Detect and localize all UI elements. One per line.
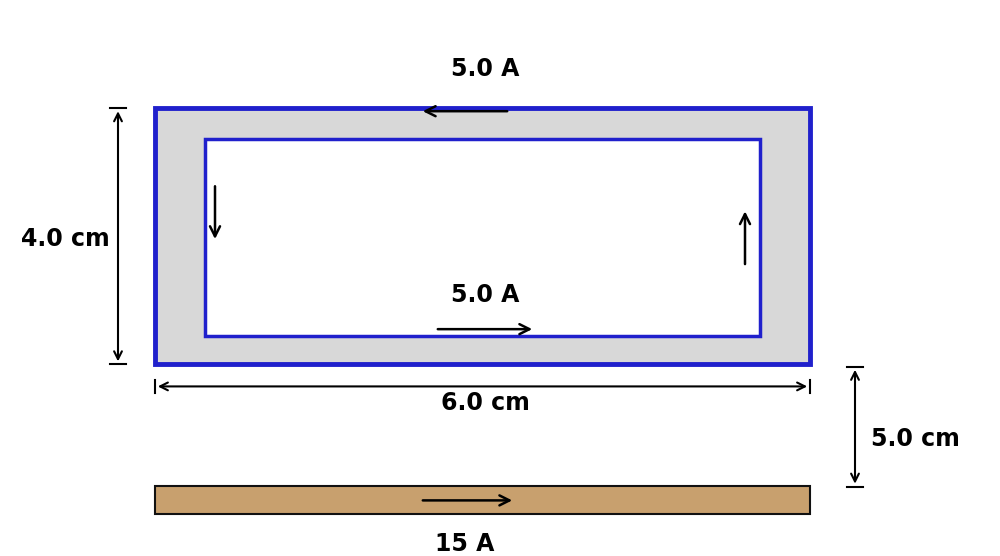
Bar (155, 486, 810, 514)
Bar (155, 108, 810, 364)
Text: 15 A: 15 A (435, 532, 495, 556)
Text: 4.0 cm: 4.0 cm (21, 227, 109, 251)
Text: 5.0 A: 5.0 A (451, 282, 519, 307)
Text: 6.0 cm: 6.0 cm (441, 391, 529, 415)
Text: 5.0 A: 5.0 A (451, 57, 519, 82)
Text: 5.0 cm: 5.0 cm (871, 427, 959, 451)
Bar (205, 139, 760, 336)
